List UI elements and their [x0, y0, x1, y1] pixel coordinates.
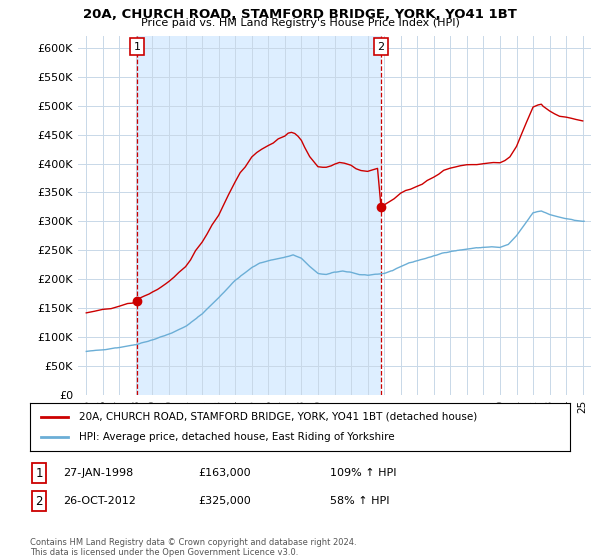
Text: £325,000: £325,000 — [198, 496, 251, 506]
Text: £163,000: £163,000 — [198, 468, 251, 478]
Text: 1: 1 — [35, 466, 43, 480]
Text: 27-JAN-1998: 27-JAN-1998 — [63, 468, 133, 478]
Text: 2: 2 — [35, 494, 43, 508]
Bar — [137, 36, 381, 395]
Text: Contains HM Land Registry data © Crown copyright and database right 2024.
This d: Contains HM Land Registry data © Crown c… — [30, 538, 356, 557]
Text: Price paid vs. HM Land Registry's House Price Index (HPI): Price paid vs. HM Land Registry's House … — [140, 18, 460, 29]
Text: 58% ↑ HPI: 58% ↑ HPI — [330, 496, 389, 506]
Text: HPI: Average price, detached house, East Riding of Yorkshire: HPI: Average price, detached house, East… — [79, 432, 394, 442]
Text: 2: 2 — [377, 42, 385, 52]
Text: 20A, CHURCH ROAD, STAMFORD BRIDGE, YORK, YO41 1BT: 20A, CHURCH ROAD, STAMFORD BRIDGE, YORK,… — [83, 8, 517, 21]
Text: 26-OCT-2012: 26-OCT-2012 — [63, 496, 136, 506]
Text: 109% ↑ HPI: 109% ↑ HPI — [330, 468, 397, 478]
Text: 1: 1 — [134, 42, 140, 52]
Text: 20A, CHURCH ROAD, STAMFORD BRIDGE, YORK, YO41 1BT (detached house): 20A, CHURCH ROAD, STAMFORD BRIDGE, YORK,… — [79, 412, 477, 422]
